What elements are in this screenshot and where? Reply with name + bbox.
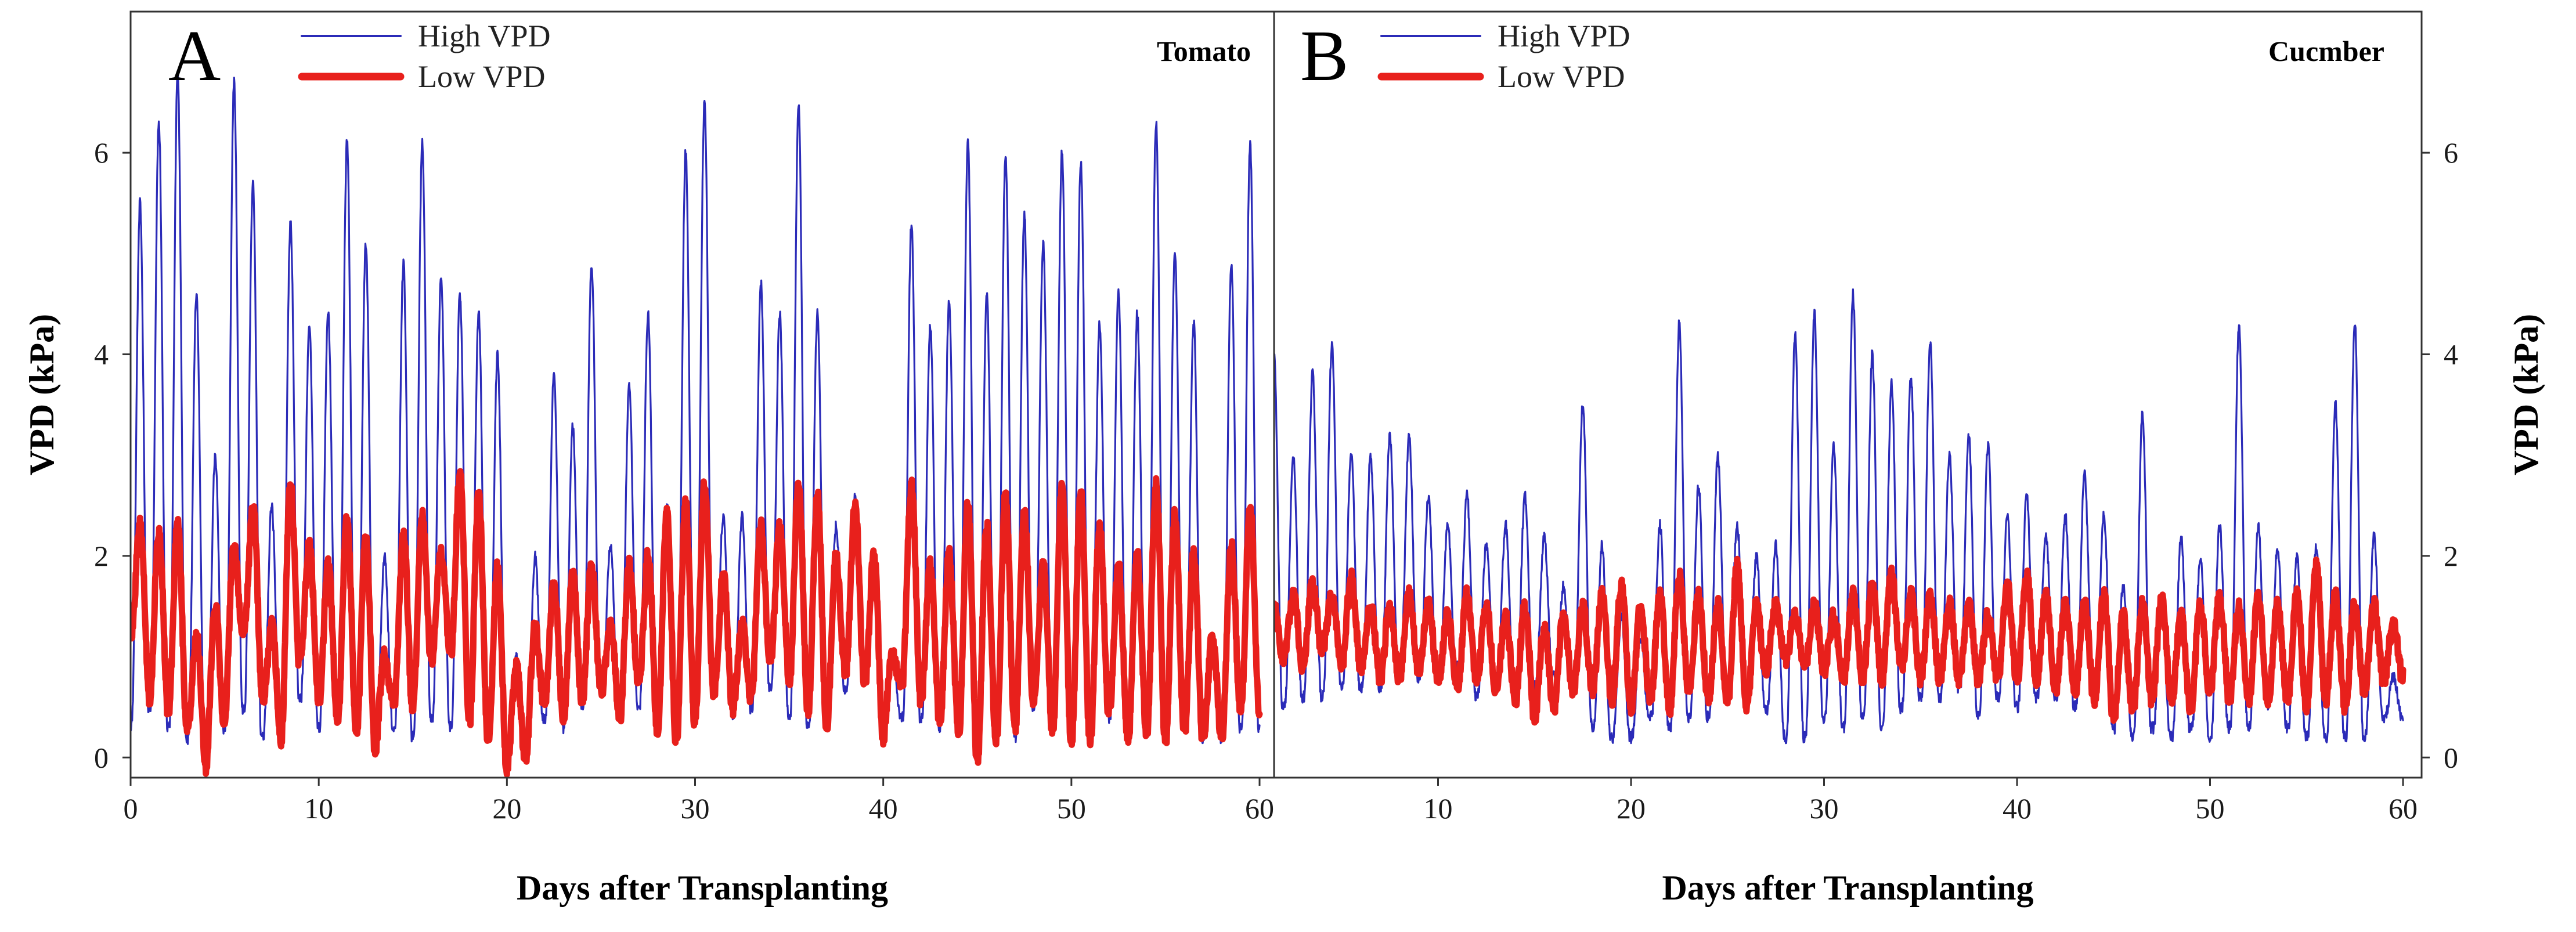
series-line-low-vpd xyxy=(1274,555,2407,726)
x-tick-label: 50 xyxy=(2196,792,2225,825)
legend-label-high-vpd: High VPD xyxy=(1498,19,1630,53)
panel-b: 10 20 30 40 50 60 0 2 4 6 Days after Transplanting… xyxy=(1273,10,2545,907)
legend-label-low-vpd: Low VPD xyxy=(1498,59,1625,94)
x-tick-label: 60 xyxy=(1245,792,1274,825)
plot-area xyxy=(1274,288,2407,745)
y-axis-label: VPD (kPa) xyxy=(2507,314,2545,475)
plot-area xyxy=(131,70,1263,778)
legend: High VPD Low VPD xyxy=(1377,19,1630,94)
panel-a: 0 10 20 30 40 50 60 0 2 4 6 Days after Transplantin… xyxy=(23,10,1275,907)
plot-frame xyxy=(1273,10,2423,779)
x-axis-label: Days after Transplanting xyxy=(517,869,888,907)
y-tick-label: 4 xyxy=(2444,338,2458,371)
series-line-low-vpd xyxy=(131,468,1263,778)
y-tick-label: 2 xyxy=(94,540,109,572)
y-axis-label: VPD (kPa) xyxy=(23,314,61,475)
x-tick-label: 60 xyxy=(2389,792,2418,825)
x-tick-label: 20 xyxy=(492,792,521,825)
panel-letter: B xyxy=(1300,16,1348,96)
x-tick-label: 20 xyxy=(1617,792,1646,825)
y-tick-label: 0 xyxy=(94,741,109,774)
x-tick-label: 10 xyxy=(1424,792,1453,825)
x-tick-label: 40 xyxy=(2003,792,2032,825)
y-tick-label: 4 xyxy=(94,338,109,371)
panel-letter: A xyxy=(168,16,221,96)
x-tick-label: 10 xyxy=(304,792,333,825)
legend-label-low-vpd: Low VPD xyxy=(418,59,546,94)
x-tick-label: 40 xyxy=(869,792,898,825)
x-tick-label: 50 xyxy=(1057,792,1086,825)
y-tick-label: 6 xyxy=(2444,136,2458,169)
panel-title: Tomato xyxy=(1157,35,1251,67)
x-tick-label: 30 xyxy=(681,792,710,825)
legend-label-high-vpd: High VPD xyxy=(418,19,551,53)
x-axis-label: Days after Transplanting xyxy=(1662,869,2033,907)
y-tick-label: 6 xyxy=(94,136,109,169)
x-tick-label: 30 xyxy=(1810,792,1839,825)
x-tick-label: 0 xyxy=(124,792,138,825)
panel-title: Cucmber xyxy=(2268,35,2384,67)
y-tick-label: 2 xyxy=(2444,540,2458,572)
y-tick-label: 0 xyxy=(2444,741,2458,774)
legend: High VPD Low VPD xyxy=(298,19,551,94)
